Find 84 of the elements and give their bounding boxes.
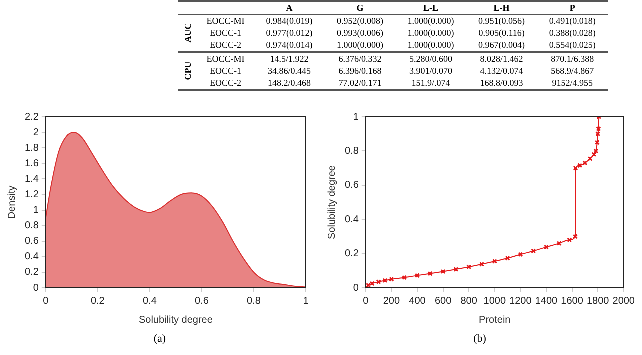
text: 1.000(0.000) <box>408 40 454 50</box>
category-label: EOCC-MI <box>206 54 245 64</box>
x-tick-label: 1200 <box>510 296 532 307</box>
text: 4.132/0.074 <box>480 66 524 76</box>
y-tick-label: 0.2 <box>24 267 40 278</box>
y-tick-label: 0.4 <box>344 214 360 226</box>
text: 168.8/0.093 <box>480 78 524 88</box>
y-tick-label: 1.8 <box>24 142 40 154</box>
x-tick-label: 800 <box>460 296 478 307</box>
x-axis-title: Solubility degree <box>138 314 214 326</box>
x-tick-label: 2000 <box>612 296 636 307</box>
y-tick-label: 1 <box>353 112 360 123</box>
x-tick-label: 1 <box>303 296 310 307</box>
text: 0.967(0.004) <box>478 40 526 50</box>
category-label: L-L <box>422 2 440 14</box>
y-tick-label: 0.2 <box>344 248 360 260</box>
y-tick-label: 0.6 <box>344 180 360 192</box>
category-label: EOCC-MI <box>206 16 245 26</box>
x-tick-label: 1600 <box>561 296 584 307</box>
y-tick-label: 0.4 <box>24 252 40 263</box>
category-label: EOCC-2 <box>210 40 242 50</box>
text: 870.1/6.388 <box>551 54 594 64</box>
y-tick-label: 0 <box>33 282 40 294</box>
category-label: L-H <box>492 2 511 14</box>
text: 0.905(0.116) <box>478 28 525 38</box>
text: 1.000(0.000) <box>337 40 384 50</box>
y-tick-label: 0.6 <box>24 236 40 248</box>
text: 0.388(0.028) <box>549 28 596 38</box>
y-tick-label: 0.8 <box>24 220 40 232</box>
y-tick-label: 0.8 <box>344 146 360 157</box>
x-tick-label: 0.8 <box>247 296 262 307</box>
text: 8.028/1.462 <box>480 54 524 64</box>
text: 151.9/.074 <box>412 78 450 88</box>
x-tick-label: 0 <box>43 296 50 307</box>
text: 0.977(0.012) <box>266 28 313 38</box>
category-label: P <box>568 2 576 14</box>
x-tick-label: 200 <box>383 296 400 307</box>
text: (b) <box>472 333 488 345</box>
x-axis-title: Protein <box>479 314 511 326</box>
text: 6.376/0.332 <box>338 54 382 64</box>
text: 148.2/0.468 <box>268 78 311 88</box>
category-label: G <box>356 2 365 14</box>
text: 34.86/0.445 <box>268 66 311 76</box>
text: 1.000(0.000) <box>408 16 454 26</box>
text: 0.554(0.025) <box>549 40 596 50</box>
text: 14.5/1.922 <box>270 54 309 64</box>
y-tick-label: 2.2 <box>24 112 40 123</box>
text: 3.901/0.070 <box>410 66 453 76</box>
x-tick-label: 0.6 <box>195 296 210 307</box>
text: 0.984(0.019) <box>266 16 313 26</box>
text: 0.491(0.018) <box>549 16 596 26</box>
x-tick-label: 1400 <box>535 296 558 307</box>
text: 6.396/0.168 <box>338 66 382 76</box>
y-axis-title: Solubility degree <box>326 165 338 240</box>
text: 1.000(0.000) <box>408 28 454 38</box>
y-tick-label: 1.2 <box>24 189 40 200</box>
text: 0.951(0.056) <box>478 16 526 26</box>
text: 0.974(0.014) <box>266 40 313 50</box>
x-tick-label: 0.2 <box>90 296 106 307</box>
y-tick-label: 1.4 <box>24 174 40 185</box>
x-tick-label: 400 <box>409 296 426 307</box>
x-tick-label: 0 <box>363 296 370 307</box>
y-tick-label: 0 <box>353 282 360 294</box>
x-tick-label: 1000 <box>484 296 506 307</box>
text: 568.9/4.867 <box>551 66 594 76</box>
x-tick-label: 600 <box>434 296 452 307</box>
category-label: EOCC-1 <box>210 66 242 76</box>
text: 5.280/0.600 <box>410 54 453 64</box>
x-tick-label: 1800 <box>586 296 610 307</box>
category-label: A <box>285 2 294 14</box>
text: AUC <box>182 23 194 43</box>
text: 0.993(0.006) <box>337 28 384 38</box>
category-label: EOCC-1 <box>210 28 242 38</box>
text: (a) <box>152 333 168 345</box>
text: CPU <box>182 61 194 81</box>
text: 0.952(0.008) <box>337 16 384 26</box>
category-label: EOCC-2 <box>210 78 242 88</box>
x-tick-label: 0.4 <box>142 296 158 307</box>
y-tick-label: 1.6 <box>24 158 40 170</box>
y-tick-label: 2 <box>33 127 40 138</box>
text: 9152/4.955 <box>552 78 593 88</box>
text: 77.02/0.171 <box>338 78 382 88</box>
y-tick-label: 1 <box>33 205 40 216</box>
y-axis-title: Density <box>6 186 18 220</box>
